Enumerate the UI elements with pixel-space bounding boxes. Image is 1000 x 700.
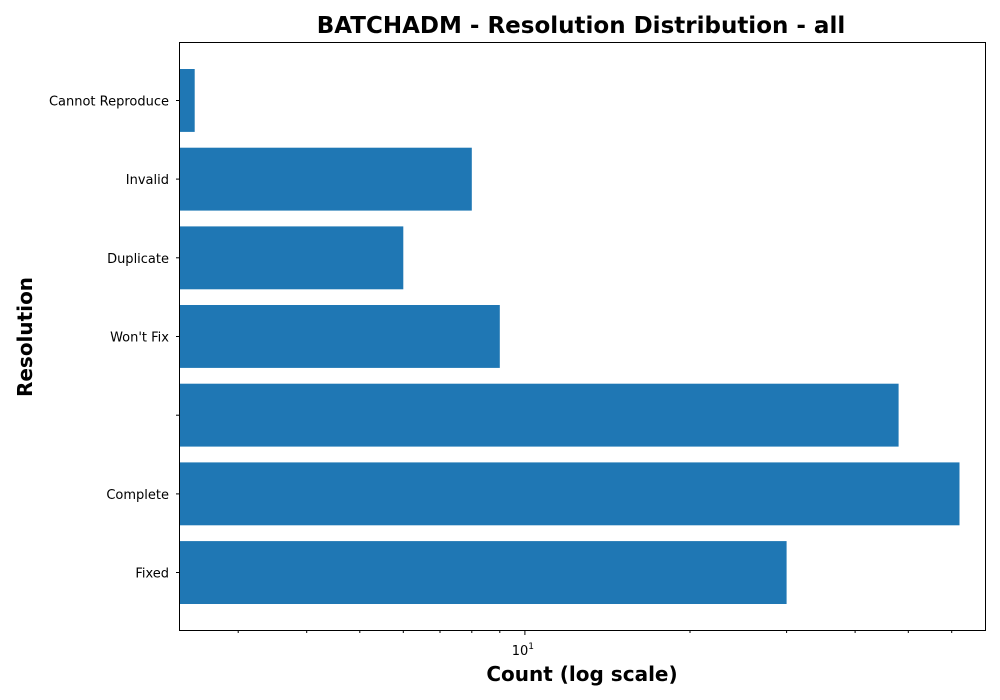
x-axis-ticks: 101 bbox=[237, 630, 953, 659]
bars-group bbox=[180, 69, 960, 604]
x-tick-exponent: 1 bbox=[528, 642, 534, 652]
y-axis-ticks: Fixed Complete Won't Fix Duplicate Invalid Ca… bbox=[49, 95, 180, 582]
bar-blank bbox=[180, 383, 899, 447]
bar-cannot-reproduce bbox=[180, 69, 195, 132]
y-axis-label: Resolution bbox=[13, 277, 37, 397]
y-tick-label: Duplicate bbox=[107, 252, 169, 267]
chart-title: BATCHADM - Resolution Distribution - all bbox=[317, 13, 845, 39]
bar-duplicate bbox=[180, 226, 404, 290]
y-tick-label: Invalid bbox=[126, 173, 169, 188]
x-tick-base: 10 bbox=[512, 644, 529, 659]
x-axis-label: Count (log scale) bbox=[486, 662, 677, 686]
bar-fixed bbox=[180, 541, 787, 604]
x-tick-label: 101 bbox=[512, 642, 534, 659]
y-tick-label: Won't Fix bbox=[110, 331, 169, 346]
bar-complete bbox=[180, 462, 960, 526]
y-tick-label: Cannot Reproduce bbox=[49, 95, 169, 110]
bar-invalid bbox=[180, 147, 472, 211]
y-tick-label: Fixed bbox=[135, 567, 169, 582]
bar-won-t-fix bbox=[180, 305, 500, 368]
y-tick-label: Complete bbox=[106, 488, 169, 503]
